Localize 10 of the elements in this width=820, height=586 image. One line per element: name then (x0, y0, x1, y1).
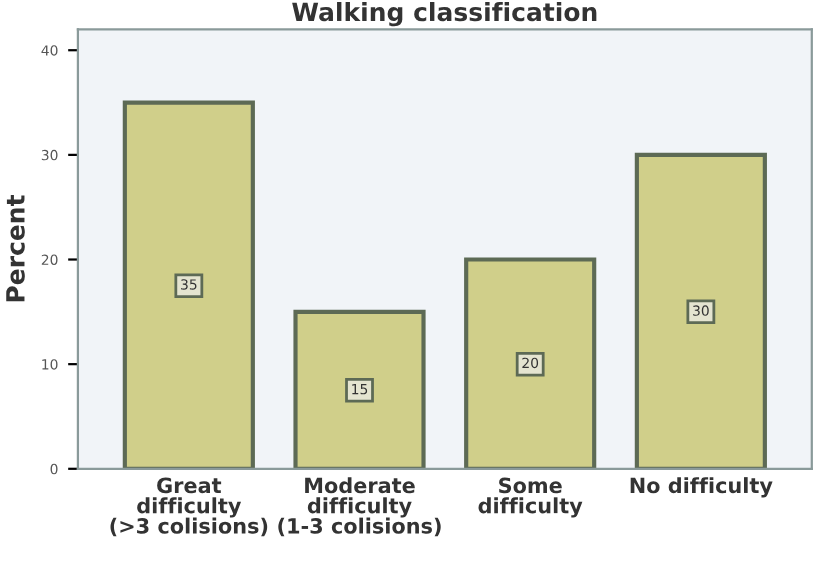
bar (293, 309, 426, 469)
x-tick-label: Great difficulty (>3 colisions) (110, 477, 268, 537)
chart-title: Walking classification (292, 1, 597, 27)
x-tick-label: No difficulty (630, 477, 773, 498)
x-tick-label: Moderate difficulty (1-3 colisions) (278, 477, 441, 537)
x-tick-label: Some difficulty (478, 477, 583, 518)
y-axis-title: Percent (6, 195, 25, 302)
bar (464, 257, 597, 469)
bar (634, 152, 767, 469)
bar (122, 100, 255, 469)
